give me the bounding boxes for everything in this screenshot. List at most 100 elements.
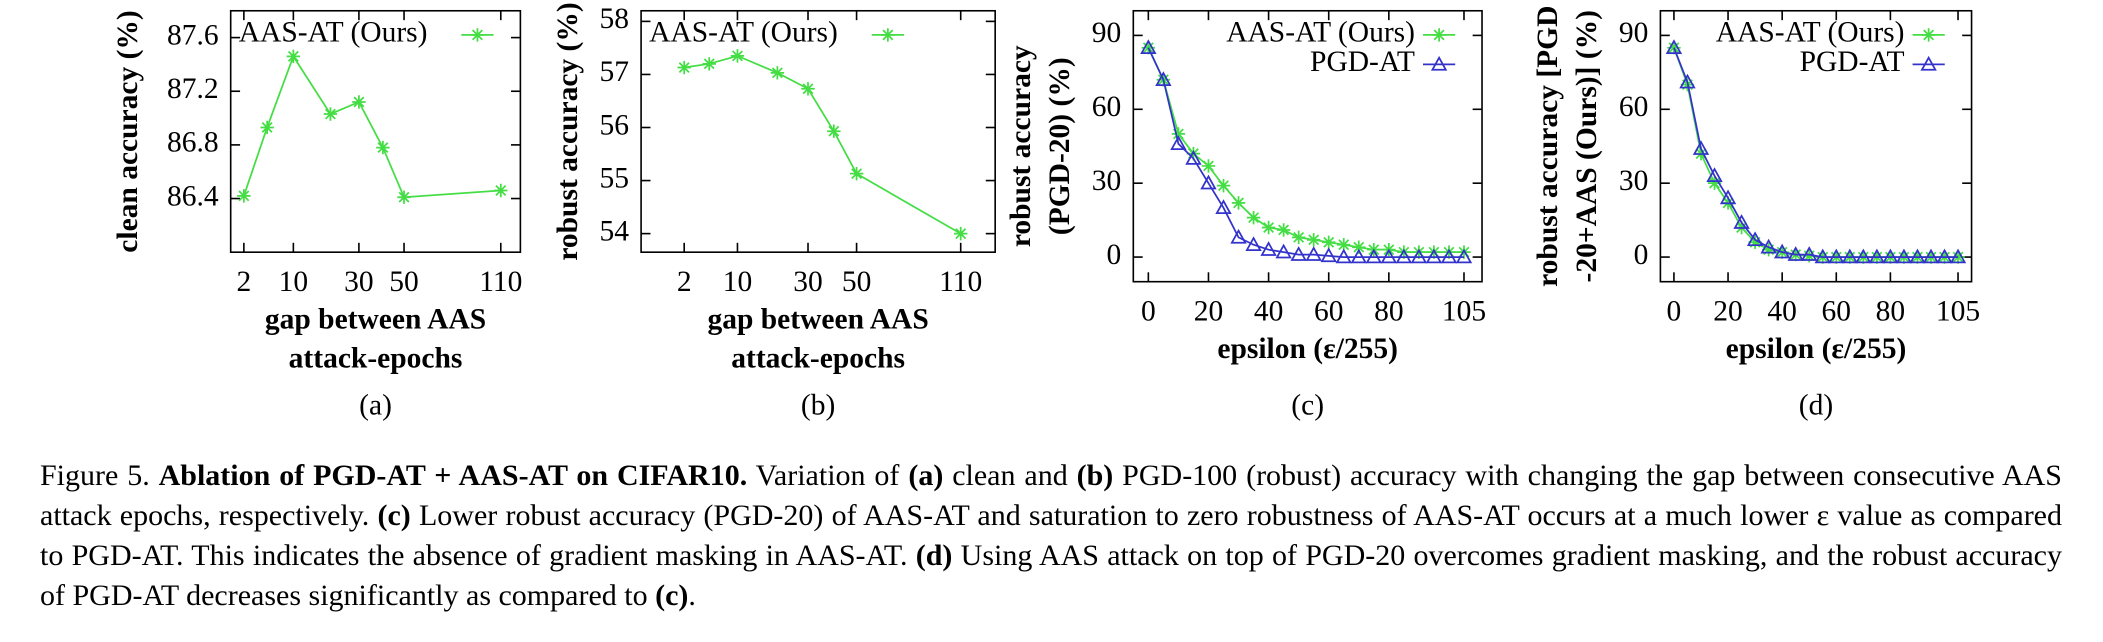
data-point bbox=[1320, 247, 1337, 263]
data-point bbox=[702, 57, 716, 71]
caption-text: (a) bbox=[908, 459, 944, 492]
y-tick-label: 86.4 bbox=[167, 180, 219, 212]
data-point bbox=[1949, 248, 1967, 264]
panel-label: (c) bbox=[1291, 390, 1324, 422]
panel-label: (a) bbox=[359, 390, 392, 422]
caption-text: . bbox=[688, 579, 696, 612]
y-tick-label: 60 bbox=[1092, 91, 1122, 123]
series-line bbox=[243, 54, 501, 199]
legend-label: AAS-AT (Ours) bbox=[1226, 17, 1415, 49]
data-point bbox=[1746, 231, 1764, 247]
data-point bbox=[286, 49, 301, 64]
caption-text: (b) bbox=[1076, 459, 1114, 492]
caption: Figure 5. Ablation of PGD-AT + AAS-AT on… bbox=[40, 456, 2062, 616]
legend-label: AAS-AT (Ours) bbox=[649, 17, 838, 49]
x-tick-label: 80 bbox=[1876, 296, 1906, 328]
data-point bbox=[1455, 248, 1473, 264]
data-point bbox=[1275, 243, 1292, 259]
data-point bbox=[397, 190, 411, 204]
panel-label: (b) bbox=[801, 390, 835, 422]
panel-label: (d) bbox=[1799, 390, 1833, 422]
y-tick-label: 30 bbox=[1092, 165, 1122, 197]
x-tick-label: 30 bbox=[344, 266, 373, 298]
y-axis-label: robust accuracy (%) bbox=[552, 2, 584, 260]
data-point bbox=[1290, 246, 1307, 261]
data-point bbox=[827, 124, 841, 138]
x-tick-label: 50 bbox=[842, 266, 872, 298]
legend-label: AAS-AT (Ours) bbox=[1716, 17, 1905, 49]
x-tick-label: 60 bbox=[1822, 296, 1852, 328]
data-point bbox=[1855, 248, 1872, 264]
data-point bbox=[1828, 248, 1845, 264]
series-line bbox=[1673, 47, 1959, 258]
x-tick-label: 10 bbox=[723, 266, 753, 298]
y-tick-label: 86.8 bbox=[167, 127, 219, 159]
data-point bbox=[1380, 248, 1398, 264]
legend-marker bbox=[1921, 28, 1936, 42]
data-point bbox=[1719, 189, 1737, 205]
caption-text: (d) bbox=[915, 539, 953, 572]
data-point bbox=[1322, 235, 1336, 249]
caption-text: Using AAS attack on top of PGD-20 overco… bbox=[40, 539, 2062, 612]
data-point bbox=[1260, 241, 1277, 256]
data-point bbox=[1868, 248, 1886, 264]
data-point bbox=[1707, 176, 1722, 190]
data-point bbox=[1761, 242, 1776, 257]
x-tick-label: 0 bbox=[1667, 296, 1682, 328]
data-point bbox=[1231, 196, 1246, 210]
y-axis-label: robust accuracy [PGD bbox=[1532, 6, 1564, 287]
data-point bbox=[1261, 220, 1276, 235]
data-point bbox=[1365, 248, 1382, 264]
x-tick-label: 40 bbox=[1767, 296, 1797, 328]
data-point bbox=[1155, 71, 1172, 86]
data-point bbox=[1216, 178, 1231, 193]
legend-marker bbox=[1430, 55, 1448, 71]
x-tick-label: 105 bbox=[1936, 296, 1980, 328]
data-point bbox=[1692, 140, 1710, 155]
data-point bbox=[1841, 248, 1858, 264]
caption-text: Ablation of PGD-AT + AAS-AT on CIFAR10. bbox=[158, 459, 748, 492]
data-point bbox=[352, 95, 366, 109]
y-tick-label: 55 bbox=[600, 162, 630, 194]
data-point bbox=[730, 49, 745, 63]
y-tick-label: 57 bbox=[600, 56, 630, 88]
y-tick-label: 58 bbox=[600, 3, 630, 35]
caption-text: (c) bbox=[377, 499, 411, 532]
x-tick-label: 10 bbox=[279, 266, 309, 298]
data-point bbox=[1352, 240, 1366, 254]
data-point bbox=[1733, 214, 1750, 229]
data-point bbox=[1230, 228, 1247, 244]
data-point bbox=[376, 140, 390, 155]
data-point bbox=[1773, 243, 1791, 259]
x-axis-label: epsilon (ε/255) bbox=[1726, 333, 1907, 365]
x-tick-label: 60 bbox=[1314, 296, 1344, 328]
data-point bbox=[801, 82, 815, 96]
data-point bbox=[1895, 248, 1913, 264]
data-point bbox=[1245, 236, 1262, 251]
data-point bbox=[1801, 246, 1818, 261]
legend-marker bbox=[1432, 28, 1446, 42]
data-point bbox=[954, 226, 968, 241]
x-tick-label: 20 bbox=[1713, 296, 1743, 328]
data-point bbox=[1215, 199, 1232, 215]
data-point bbox=[1936, 248, 1953, 264]
data-point bbox=[849, 166, 864, 181]
series-line bbox=[684, 54, 962, 235]
caption-text: Figure 5. bbox=[40, 459, 159, 492]
y-axis-label: -20+AAS (Ours)] (%) bbox=[1571, 10, 1603, 282]
data-point bbox=[1814, 248, 1831, 264]
y-tick-label: 87.6 bbox=[167, 19, 219, 51]
series-line bbox=[1673, 47, 1959, 258]
x-tick-label: 2 bbox=[236, 266, 251, 298]
legend-label: PGD-AT bbox=[1800, 46, 1905, 78]
data-point bbox=[1246, 210, 1261, 225]
plot-frame bbox=[1659, 9, 1973, 283]
data-point bbox=[1276, 223, 1291, 237]
data-point bbox=[1909, 248, 1926, 264]
data-point bbox=[1706, 167, 1723, 183]
y-axis-label: robust accuracy bbox=[1005, 45, 1037, 247]
x-axis-label: attack-epochs bbox=[289, 343, 463, 375]
series-line bbox=[1147, 47, 1464, 258]
plot-frame bbox=[229, 9, 522, 253]
